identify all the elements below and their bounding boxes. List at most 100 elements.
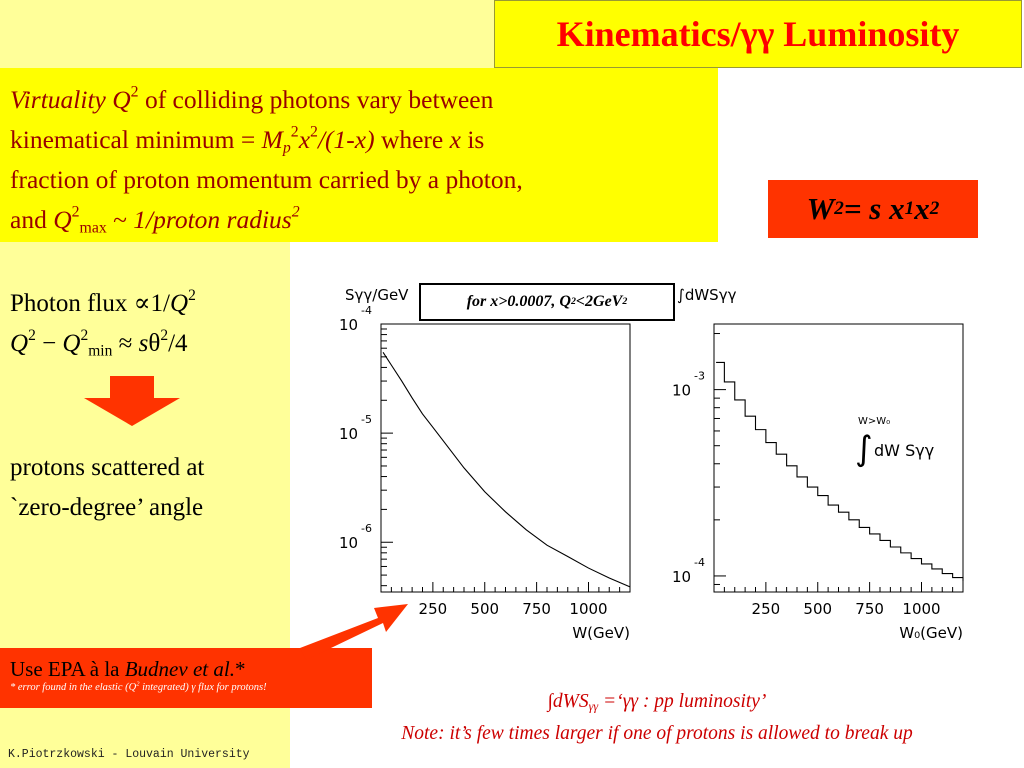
w-symbol: W	[806, 191, 835, 226]
q-exponent: 2	[80, 326, 89, 344]
y-tick-exponent: -6	[361, 522, 372, 535]
condition-text-b: <2GeV	[575, 293, 623, 310]
condition-box: for x>0.0007, Q 2 <2GeV 2	[419, 283, 675, 321]
y-tick-label: 10	[339, 316, 358, 334]
flux-line-1: Photon flux ∝1/Q2	[10, 284, 196, 324]
intro-line-2: kinematical minimum = Mp2x2/(1-x) where …	[10, 120, 718, 160]
break-up-note: Note: it’s few times larger if one of pr…	[401, 723, 913, 744]
is-word: is	[460, 125, 485, 154]
and-word: and	[10, 205, 54, 234]
epa-text: Use EPA à la Budnev et al.*	[10, 656, 372, 682]
intro-line-1: Virtuality Q2 of colliding photons vary …	[10, 80, 718, 120]
q-symbol: Q	[53, 205, 72, 234]
x-tick-label: 250	[419, 600, 448, 618]
q-exponent: 2	[130, 83, 139, 101]
x-tick-label: 250	[752, 600, 781, 618]
max-subscript: max	[79, 219, 107, 237]
top-strip	[290, 0, 494, 68]
x-symbol: x	[298, 125, 311, 154]
minus-symbol: −	[35, 330, 63, 357]
min-subscript: min	[88, 342, 113, 360]
q-symbol: Q	[10, 330, 29, 357]
photon-flux-text: Photon flux ∝1/Q2 Q2 − Q2min ≈ sθ2/4	[10, 284, 196, 364]
x-tick-label: 750	[522, 600, 551, 618]
intro-line-4: and Q2max ~ 1/proton radius2	[10, 200, 718, 240]
s-symbol: s	[138, 330, 149, 357]
x-tick-label: 1000	[902, 600, 940, 618]
y-tick-label: 10	[672, 568, 691, 586]
intro-line-2-text: kinematical minimum =	[10, 125, 262, 154]
annotation-integral: ∫	[855, 429, 873, 469]
w2-equals-text: = s x	[843, 191, 905, 226]
intro-line-3: fraction of proton momentum carried by a…	[10, 165, 523, 194]
fraction-text: /(1-x)	[317, 125, 375, 154]
y-tick-exponent: -5	[361, 413, 372, 426]
theta-exponent: 2	[160, 326, 169, 344]
x-tick-label: 1000	[569, 600, 607, 618]
m-symbol: M	[261, 125, 283, 154]
luminosity-note: ∫dWSγγ =‘γγ : pp luminosity’ Note: it’s …	[290, 686, 1024, 750]
luminosity-definition: =‘γγ : pp luminosity’	[598, 691, 767, 712]
epa-author: Budnev et al.	[124, 657, 235, 681]
radius-exponent: 2	[291, 203, 300, 221]
q-exponent: 2	[188, 286, 196, 304]
x-axis-label: W₀(GeV)	[899, 624, 963, 642]
q-symbol: Q	[62, 330, 81, 357]
page-title: Kinematics/γγ Luminosity	[556, 14, 960, 54]
protons-scattered-text: protons scattered at `zero-degree’ angle	[10, 448, 204, 528]
x-variable: x	[449, 125, 461, 154]
x2-text: x	[914, 191, 930, 226]
theta-symbol: θ	[148, 330, 161, 357]
footnote-q: Q	[128, 682, 137, 693]
approx-symbol: ≈	[112, 330, 139, 357]
condition-text-a: for x>0.0007, Q	[466, 293, 571, 310]
luminosity-line: ∫dWSγγ =‘γγ : pp luminosity’	[290, 686, 1024, 718]
q-symbol: Q	[170, 290, 189, 317]
dws-text: dWS	[552, 691, 589, 712]
footer-credit: K.Piotrzkowski - Louvain University	[8, 748, 250, 761]
scattered-line-1: protons scattered at	[10, 454, 205, 481]
x-tick-label: 500	[470, 600, 499, 618]
footnote-text-a: * error found in the elastic (	[10, 682, 129, 693]
gamma-subscript: γγ	[588, 699, 599, 714]
virtuality-word: Virtuality	[10, 85, 106, 114]
annotation-body: dW Sγγ	[874, 441, 934, 460]
x-tick-label: 500	[803, 600, 832, 618]
where-word: where	[374, 125, 450, 154]
x-exponent: 2	[310, 123, 318, 141]
y-tick-exponent: -4	[361, 304, 372, 317]
q-exponent: 2	[28, 326, 36, 344]
y-tick-label: 10	[339, 425, 358, 443]
integral-sign: ∫	[547, 691, 553, 712]
y-tick-label: 10	[672, 382, 691, 400]
q-symbol: Q	[112, 85, 131, 114]
flux-line-2: Q2 − Q2min ≈ sθ2/4	[10, 324, 196, 364]
series-line-chart-1	[382, 352, 631, 588]
down-arrow-icon	[84, 376, 180, 426]
y-tick-exponent: -3	[694, 370, 705, 383]
y-axis-label: ∫dWSγγ	[677, 286, 737, 304]
annotation-limit: W>W₀	[858, 416, 890, 427]
intro-line-1-text: of colliding photons vary between	[138, 85, 494, 114]
epa-footnote: * error found in the elastic (Q2 integra…	[10, 681, 372, 693]
m-exponent: 2	[290, 123, 299, 141]
footnote-text-b: integrated) γ flux for protons!	[139, 682, 267, 693]
y-tick-label: 10	[339, 534, 358, 552]
divide-text: /4	[168, 330, 188, 357]
y-tick-exponent: -4	[694, 556, 705, 569]
series-line-chart-2	[716, 361, 964, 581]
q-exponent: 2	[71, 203, 80, 221]
y-axis-label: Sγγ/GeV	[345, 286, 409, 304]
epa-star: *	[234, 657, 246, 681]
title-box: Kinematics/γγ Luminosity	[494, 0, 1022, 68]
scattered-line-2: `zero-degree’ angle	[10, 494, 204, 521]
epa-prefix: Use EPA à la	[10, 657, 125, 681]
m-subscript: p	[282, 139, 291, 157]
proton-radius-text: 1/proton radius	[133, 205, 292, 234]
flux-prefix: Photon flux ∝1/	[10, 290, 170, 317]
intro-box: Virtuality Q2 of colliding photons vary …	[0, 68, 718, 242]
x-axis-label: W(GeV)	[572, 624, 630, 642]
